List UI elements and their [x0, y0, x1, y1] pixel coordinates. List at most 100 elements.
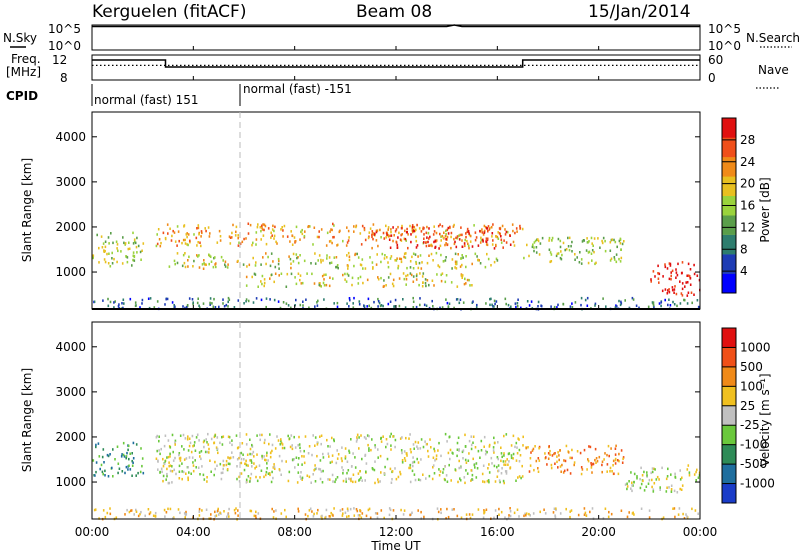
heatmap-cell [376, 516, 379, 519]
heatmap-cell [567, 236, 569, 240]
heatmap-cell [456, 454, 458, 458]
heatmap-cell [484, 452, 487, 456]
heatmap-cell [633, 513, 635, 516]
heatmap-cell [197, 297, 199, 300]
heatmap-cell [332, 277, 334, 280]
heatmap-cell [601, 239, 603, 243]
heatmap-cell [433, 284, 435, 287]
heatmap-cell [220, 471, 223, 475]
heatmap-cell [461, 276, 463, 279]
heatmap-cell [466, 278, 469, 282]
heatmap-cell [435, 231, 438, 235]
heatmap-cell [496, 475, 499, 478]
heatmap-cell [263, 455, 265, 458]
heatmap-cell [435, 454, 438, 457]
heatmap-cell [416, 244, 419, 247]
heatmap-cell [522, 444, 524, 447]
heatmap-cell [291, 458, 294, 461]
heatmap-cell [450, 479, 452, 482]
heatmap-cell [636, 475, 638, 478]
heatmap-cell [588, 240, 590, 243]
heatmap-cell [602, 297, 604, 300]
heatmap-cell [121, 262, 124, 265]
heatmap-cell [591, 249, 594, 252]
heatmap-cell [277, 439, 280, 442]
heatmap-cell [167, 507, 169, 511]
heatmap-cell [426, 261, 429, 265]
heatmap-cell [366, 434, 369, 437]
heatmap-cell [260, 263, 262, 266]
heatmap-cell [100, 463, 103, 467]
heatmap-cell [606, 470, 608, 473]
heatmap-cell [500, 510, 503, 514]
heatmap-cell [389, 435, 391, 438]
heatmap-cell [658, 302, 661, 305]
heatmap-cell [298, 457, 300, 460]
heatmap-cell [107, 475, 110, 478]
heatmap-cell [570, 509, 573, 512]
heatmap-cell [236, 446, 239, 450]
heatmap-cell [438, 474, 441, 477]
heatmap-cell [371, 246, 373, 250]
heatmap-cell [624, 299, 626, 302]
heatmap-cell [366, 278, 369, 282]
heatmap-cell [437, 449, 439, 452]
heatmap-cell [645, 485, 648, 488]
heatmap-cell [465, 265, 467, 269]
ytick-label: 1000 [55, 265, 86, 279]
heatmap-cell [509, 510, 512, 513]
heatmap-cell [510, 456, 513, 460]
heatmap-cell [201, 509, 203, 512]
heatmap-cell [334, 480, 336, 484]
heatmap-cell [358, 300, 361, 303]
heatmap-cell [199, 455, 201, 458]
heatmap-cell [585, 249, 588, 252]
heatmap-cell [442, 468, 445, 471]
heatmap-cell [386, 256, 388, 259]
heatmap-cell [132, 441, 135, 445]
heatmap-cell [391, 282, 394, 286]
heatmap-cell [331, 473, 334, 477]
heatmap-cell [559, 449, 561, 452]
heatmap-cell [679, 302, 682, 305]
colorbar-segment [722, 215, 736, 235]
heatmap-cell [240, 457, 243, 461]
heatmap-cell [519, 454, 522, 457]
heatmap-cell [668, 486, 670, 489]
heatmap-cell [456, 237, 459, 240]
heatmap-cell [457, 480, 459, 484]
heatmap-cell [648, 509, 651, 512]
heatmap-cell [409, 266, 412, 269]
heatmap-cell [601, 241, 604, 245]
heatmap-cell [488, 443, 491, 447]
heatmap-cell [214, 434, 216, 437]
heatmap-cell [328, 284, 331, 288]
heatmap-cell [410, 273, 413, 277]
heatmap-cell [198, 233, 200, 236]
heatmap-cell [325, 508, 328, 512]
heatmap-cell [256, 434, 258, 437]
heatmap-cell [387, 226, 390, 229]
heatmap-cell [487, 467, 489, 470]
heatmap-cell [330, 261, 333, 264]
heatmap-cell [303, 455, 305, 458]
heatmap-cell [430, 446, 432, 449]
heatmap-cell [276, 435, 278, 438]
heatmap-cell [273, 298, 276, 302]
heatmap-cell [290, 272, 293, 276]
heatmap-cell [595, 261, 597, 265]
heatmap-cell [167, 439, 170, 442]
heatmap-cell [263, 441, 266, 445]
heatmap-cell [516, 230, 518, 233]
heatmap-cell [109, 265, 112, 268]
heatmap-cell [512, 434, 515, 438]
heatmap-cell [673, 303, 676, 306]
heatmap-cell [207, 226, 210, 229]
heatmap-cell [615, 444, 617, 448]
heatmap-cell [207, 432, 209, 436]
heatmap-cell [111, 257, 113, 260]
heatmap-cell [626, 515, 629, 519]
heatmap-cell [395, 259, 398, 262]
heatmap-cell [531, 245, 534, 249]
heatmap-cell [140, 447, 142, 450]
